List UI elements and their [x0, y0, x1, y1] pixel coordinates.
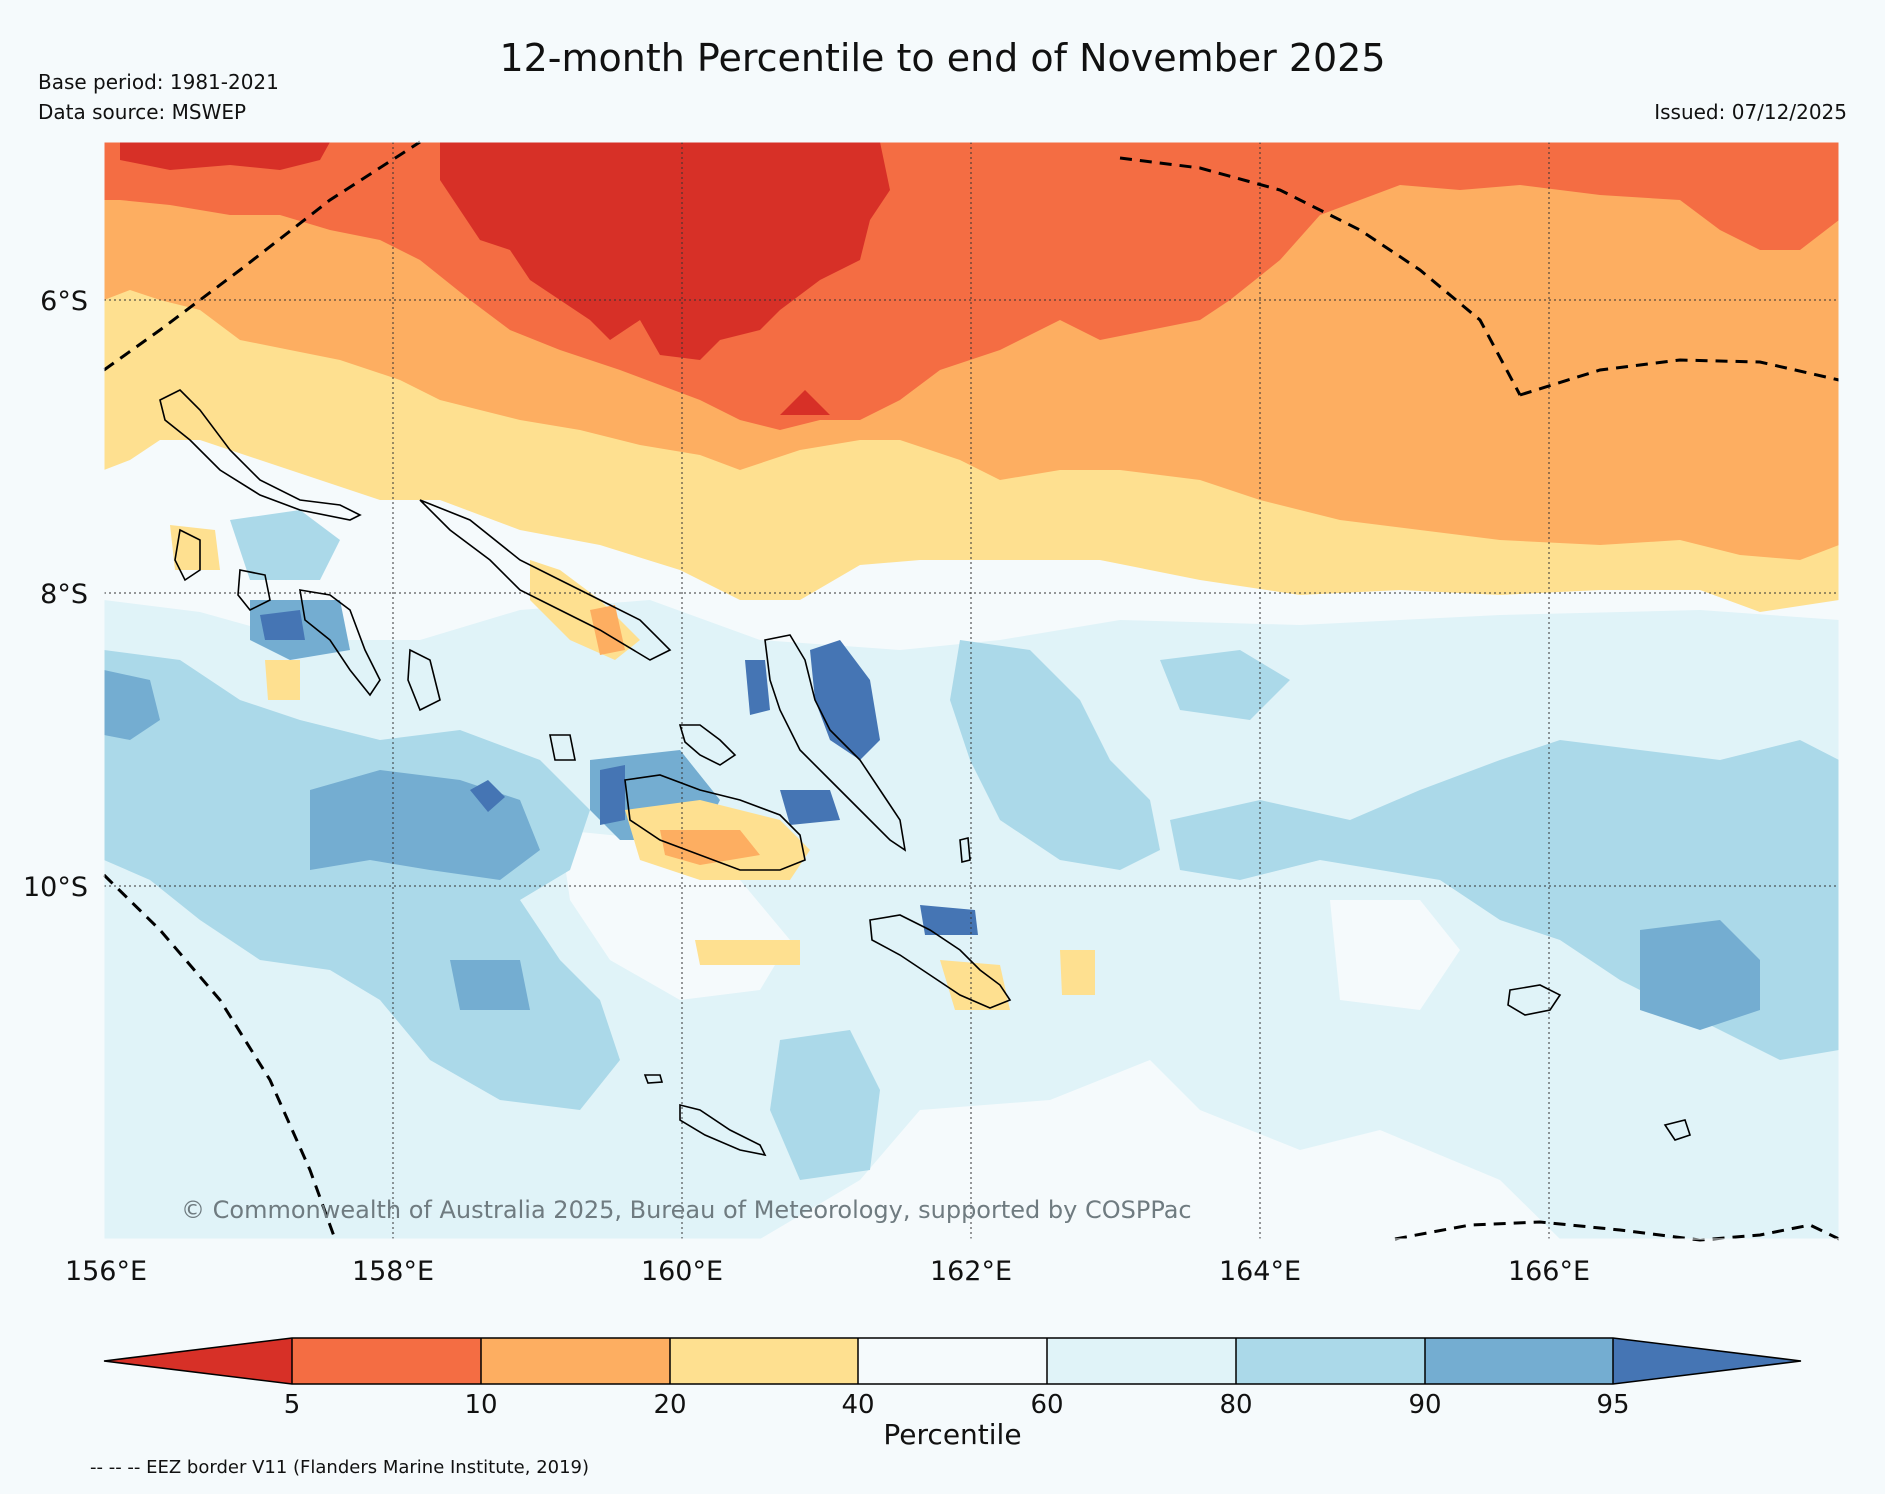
- band-20-40: [695, 940, 800, 965]
- eez-footnote: -- -- -- EEZ border V11 (Flanders Marine…: [90, 1457, 590, 1478]
- band-gt95: [920, 905, 978, 935]
- base-period-label: Base period: 1981-2021: [38, 70, 279, 94]
- band-40-60-patch: [1330, 900, 1460, 1010]
- band-10-20: [660, 830, 760, 865]
- band-80-90: [950, 640, 1160, 870]
- colorbar-segment-20-40: [670, 1338, 858, 1384]
- colorbar-segment-90-95: [1425, 1338, 1613, 1384]
- band-90-95: [450, 960, 530, 1010]
- band-20-40: [170, 525, 220, 570]
- island-coastline: [549, 734, 576, 761]
- island-coastline: [159, 389, 362, 521]
- colorbar-segment-gt95: [1613, 1338, 1801, 1384]
- island-coastline: [959, 836, 971, 864]
- island-coastline: [407, 648, 441, 712]
- band-90-95: [1640, 920, 1760, 1030]
- colorbar-tick: 5: [284, 1390, 301, 1420]
- lat-label-6s: 6°S: [40, 286, 88, 317]
- band-lt5: [780, 390, 830, 415]
- band-80-90: [230, 510, 340, 580]
- eez-border-line: [1119, 156, 1522, 396]
- colorbar-tick: 20: [653, 1390, 686, 1420]
- eez-border-line: [103, 140, 421, 372]
- island-coastline: [678, 724, 737, 766]
- band-lt5: [440, 142, 890, 360]
- colorbar: 5 10 20 40 60 80 90 95: [103, 1337, 1802, 1420]
- island-coastline: [764, 634, 907, 852]
- band-gt95: [780, 790, 840, 825]
- lon-label-166e: 166°E: [1508, 1256, 1590, 1287]
- band-20-40: [1060, 950, 1095, 995]
- island-coastline: [679, 1103, 767, 1157]
- band-gt95: [470, 780, 505, 812]
- issued-date-label: Issued: 07/12/2025: [1654, 100, 1847, 124]
- colorbar-tick: 60: [1030, 1390, 1063, 1420]
- lon-label-160e: 160°E: [641, 1256, 723, 1287]
- island-coastline: [237, 569, 271, 612]
- band-lt5: [120, 142, 330, 170]
- lat-label-8s: 8°S: [40, 579, 88, 610]
- lon-label-162e: 162°E: [930, 1256, 1012, 1287]
- eez-border-line: [1519, 358, 1840, 397]
- colorbar-title: Percentile: [883, 1418, 1022, 1451]
- island-coastline: [419, 499, 672, 661]
- colorbar-tick: 90: [1408, 1390, 1441, 1420]
- map-frame: [103, 141, 1840, 1240]
- colorbar-tick: 95: [1596, 1390, 1629, 1420]
- colorbar-tick: 80: [1219, 1390, 1252, 1420]
- lon-label-156e: 156°E: [65, 1256, 147, 1287]
- copyright-text: © Commonwealth of Australia 2025, Bureau…: [181, 1196, 1192, 1224]
- graticule: [104, 142, 1839, 1239]
- colorbar-segment-lt5: [104, 1338, 292, 1384]
- island-coastline: [299, 589, 381, 697]
- colorbar-tick: 10: [464, 1390, 497, 1420]
- eez-border-line: [102, 873, 337, 1240]
- lat-label-10s: 10°S: [23, 872, 88, 903]
- colorbar-segment-60-80: [1047, 1338, 1236, 1384]
- percentile-field: [104, 142, 1839, 1239]
- band-80-90: [1160, 650, 1290, 720]
- band-gt95: [745, 660, 770, 715]
- band-20-40: [265, 660, 300, 700]
- eez-border: [102, 140, 1840, 1242]
- island-coastline: [869, 914, 1012, 1009]
- band-20-40: [940, 960, 1010, 1010]
- colorbar-tick: 40: [841, 1390, 874, 1420]
- band-gt95: [260, 610, 305, 640]
- colorbar-segment-80-90: [1236, 1338, 1425, 1384]
- band-gt95: [600, 765, 625, 825]
- lon-label-158e: 158°E: [352, 1256, 434, 1287]
- lon-label-164e: 164°E: [1219, 1256, 1301, 1287]
- colorbar-segment-10-20: [481, 1338, 670, 1384]
- eez-border-line: [1394, 1220, 1840, 1242]
- island-coastline: [1663, 1119, 1692, 1141]
- island-coastline: [174, 528, 201, 582]
- colorbar-segment-40-60: [858, 1338, 1047, 1384]
- map-title: 12-month Percentile to end of November 2…: [499, 36, 1386, 80]
- band-80-90: [770, 1030, 880, 1180]
- colorbar-segment-5-10: [292, 1338, 481, 1384]
- band-10-20: [590, 605, 625, 655]
- island-coastline: [643, 1074, 664, 1084]
- island-coastline: [624, 774, 806, 871]
- coastlines: [159, 389, 1692, 1157]
- band-gt95: [810, 640, 880, 760]
- band-90-95: [104, 670, 160, 740]
- island-coastline: [1507, 984, 1562, 1016]
- data-source-label: Data source: MSWEP: [38, 100, 247, 124]
